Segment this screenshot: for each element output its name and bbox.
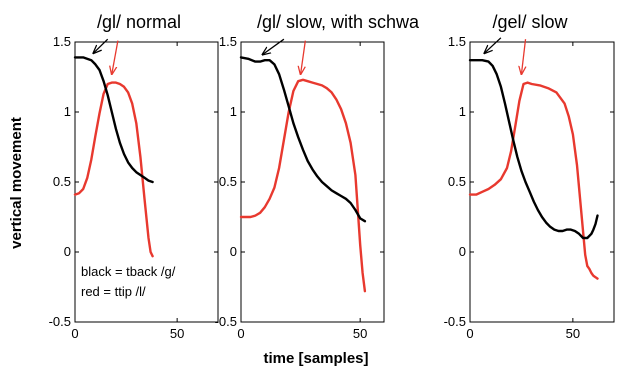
series-line-ttip: [239, 78, 367, 293]
y-tick-label: 0: [230, 244, 237, 259]
y-tick-label: 0: [64, 244, 71, 259]
y-tick-label: 1.5: [53, 34, 71, 49]
arrow-ttip-peak: [112, 40, 119, 75]
arrow-tback-peak: [262, 38, 285, 54]
y-tick-label: 1: [230, 104, 237, 119]
x-tick-label: 0: [466, 326, 473, 341]
y-tick-label: 1: [459, 104, 466, 119]
legend-line-red: red = ttip /l/: [81, 284, 146, 299]
series-line-ttip: [73, 81, 154, 258]
y-tick-label: -0.5: [49, 314, 71, 329]
y-tick-label: -0.5: [215, 314, 237, 329]
y-tick-label: 0.5: [53, 174, 71, 189]
y-tick-label: 1.5: [219, 34, 237, 49]
panel-gel-slow: /gel/ slow -0.500.511.50 50: [444, 12, 615, 341]
plot-area: [469, 41, 615, 323]
x-tick-label: 0: [71, 326, 78, 341]
y-tick-label: 0: [459, 244, 466, 259]
series-line-ttip: [468, 81, 599, 280]
y-tick-label: 1: [64, 104, 71, 119]
y-tick-label: 1.5: [448, 34, 466, 49]
panel-gl-slow-schwa: /gl/ slow, with schwa -0.500.511.50 50: [215, 12, 420, 341]
x-tick-label: 50: [353, 326, 367, 341]
x-tick-label: 0: [237, 326, 244, 341]
plot-area: [74, 41, 219, 323]
panel-gl-normal: /gl/ normal black = tback /g/ red = ttip…: [49, 12, 219, 341]
arrow-ttip-peak: [521, 39, 525, 74]
arrow-tback-peak: [484, 37, 502, 53]
x-axis-label: time [samples]: [263, 350, 368, 367]
legend-line-black: black = tback /g/: [81, 264, 176, 279]
legend-annotation: black = tback /g/ red = ttip /l/: [81, 264, 176, 299]
x-tick-label: 50: [170, 326, 184, 341]
y-tick-label: 0.5: [448, 174, 466, 189]
panel-title: /gel/ slow: [492, 12, 568, 32]
arrow-ttip-peak: [301, 40, 306, 75]
y-tick-label: 0.5: [219, 174, 237, 189]
series-line-tback: [73, 56, 154, 184]
panel-title: /gl/ slow, with schwa: [257, 12, 420, 32]
arrow-tback-peak: [93, 38, 109, 53]
panel-title: /gl/ normal: [97, 12, 181, 32]
series-line-tback: [468, 59, 599, 240]
y-axis-label: vertical movement: [8, 117, 25, 249]
series-line-tback: [239, 56, 367, 223]
y-tick-label: -0.5: [444, 314, 466, 329]
x-tick-label: 50: [566, 326, 580, 341]
